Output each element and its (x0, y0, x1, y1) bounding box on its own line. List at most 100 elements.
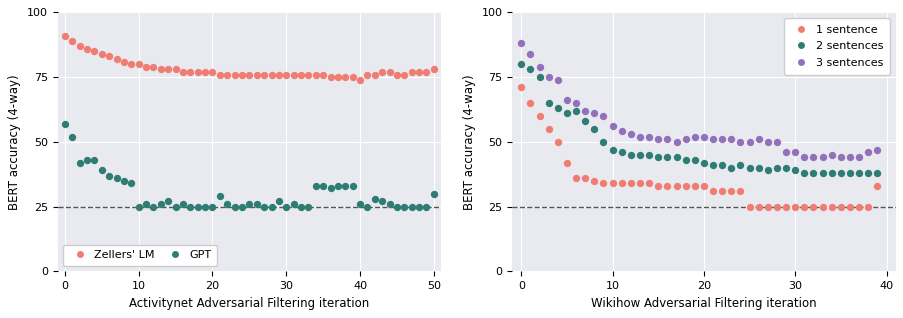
Point (426, 67, 441, 72)
Point (659, 155, 674, 160)
Point (860, 170, 874, 176)
Point (293, 204, 308, 209)
Point (404, 204, 418, 209)
Point (659, 137, 674, 142)
Point (382, 202, 396, 207)
Point (532, 114, 546, 119)
Y-axis label: BERT accuracy (4-way): BERT accuracy (4-way) (8, 74, 22, 210)
Point (577, 119, 591, 124)
Point (532, 64, 546, 69)
Point (778, 204, 793, 209)
Point (550, 139, 564, 144)
Point (641, 152, 656, 157)
Point (550, 77, 564, 82)
Point (577, 108, 591, 113)
Point (279, 204, 293, 209)
Point (139, 64, 154, 69)
Point (851, 204, 865, 209)
Point (677, 137, 692, 142)
Point (741, 204, 756, 209)
Point (796, 170, 811, 176)
Point (523, 100, 537, 106)
Point (131, 62, 145, 67)
Point (623, 132, 638, 137)
Point (396, 204, 411, 209)
Point (870, 147, 884, 152)
Point (860, 150, 874, 155)
Point (58, 121, 72, 126)
Point (161, 67, 175, 72)
Point (605, 124, 619, 129)
Point (249, 202, 264, 207)
Point (541, 74, 555, 80)
Point (183, 69, 198, 74)
Point (368, 196, 382, 201)
Point (412, 204, 426, 209)
Point (514, 62, 528, 67)
Point (389, 204, 404, 209)
Point (559, 111, 573, 116)
Point (750, 165, 765, 170)
Point (741, 165, 756, 170)
Point (732, 162, 747, 168)
Point (102, 173, 116, 178)
Point (124, 62, 138, 67)
Point (623, 181, 638, 186)
Point (668, 183, 683, 189)
Point (568, 100, 582, 106)
Point (228, 72, 242, 77)
Point (851, 170, 865, 176)
Point (58, 33, 72, 38)
Point (605, 181, 619, 186)
Point (404, 69, 418, 74)
Point (198, 69, 212, 74)
Point (668, 139, 683, 144)
Point (596, 181, 610, 186)
Point (88, 157, 102, 162)
Point (824, 204, 838, 209)
Point (768, 139, 783, 144)
Point (815, 170, 829, 176)
Point (109, 56, 124, 61)
Point (212, 72, 227, 77)
Point (577, 176, 591, 181)
Point (264, 204, 278, 209)
Point (687, 134, 702, 139)
Point (750, 204, 765, 209)
Point (256, 204, 271, 209)
Point (330, 183, 345, 189)
Point (382, 69, 396, 74)
Point (705, 137, 720, 142)
Point (833, 204, 847, 209)
Point (412, 69, 426, 74)
Point (338, 183, 352, 189)
Point (596, 139, 610, 144)
Point (308, 183, 322, 189)
Point (796, 155, 811, 160)
Point (191, 204, 205, 209)
Legend: 1 sentence, 2 sentences, 3 sentences: 1 sentence, 2 sentences, 3 sentences (783, 18, 889, 74)
Point (824, 170, 838, 176)
Point (614, 181, 628, 186)
Point (614, 129, 628, 134)
Point (514, 85, 528, 90)
Point (79, 157, 94, 162)
Point (146, 64, 161, 69)
Point (359, 204, 374, 209)
Point (183, 204, 198, 209)
Point (286, 202, 301, 207)
Point (88, 49, 102, 54)
Point (323, 74, 338, 80)
Point (842, 170, 856, 176)
Point (154, 202, 168, 207)
Point (650, 183, 665, 189)
Point (723, 165, 738, 170)
Point (833, 155, 847, 160)
X-axis label: Activitynet Adversarial Filtering iteration: Activitynet Adversarial Filtering iterat… (129, 297, 369, 310)
Point (191, 69, 205, 74)
Point (338, 74, 352, 80)
Point (541, 126, 555, 131)
Point (815, 155, 829, 160)
Point (235, 204, 249, 209)
Point (271, 72, 285, 77)
